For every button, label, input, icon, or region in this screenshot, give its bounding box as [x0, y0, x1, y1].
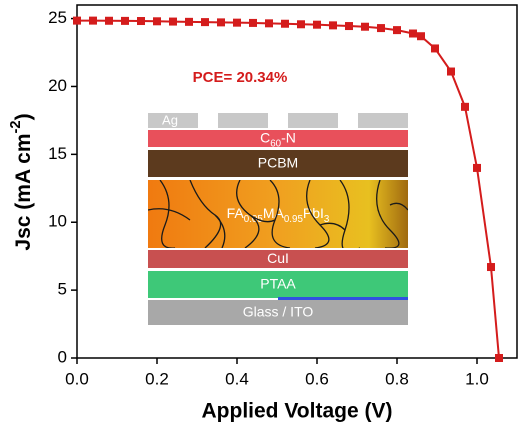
- marker: [233, 18, 241, 27]
- electrode: [148, 113, 198, 128]
- marker: [487, 263, 495, 272]
- plot-frame: [76, 4, 518, 359]
- layer: [148, 130, 408, 147]
- text-part: C: [260, 129, 270, 145]
- text-part: PbI: [303, 205, 324, 221]
- marker: [417, 32, 425, 41]
- device-inset: Ag C60-N PCBM FA0.05MA0.95PbI3 CuI PTAA Glass …: [148, 112, 408, 325]
- y-tick-label: 5: [58, 280, 67, 299]
- annotation: PCE= 20.34%: [193, 69, 288, 86]
- marker: [345, 22, 353, 31]
- x-tick-label: 0.8: [385, 369, 409, 388]
- marker: [153, 17, 161, 26]
- layer-label: C60-N: [260, 129, 296, 149]
- x-tick-label: 1.0: [465, 369, 489, 388]
- grain-boundaries: [148, 180, 408, 248]
- marker: [105, 16, 113, 25]
- layer-label: PTAA: [260, 275, 296, 291]
- marker: [377, 24, 385, 33]
- y-tick-label: 25: [48, 8, 67, 27]
- marker: [121, 16, 129, 25]
- layer-label: FA0.05MA0.95PbI3: [227, 205, 330, 225]
- marker: [329, 21, 337, 30]
- marker: [265, 19, 273, 28]
- marker: [137, 17, 145, 26]
- marker: [461, 102, 469, 111]
- marker: [473, 163, 481, 172]
- marker: [73, 16, 81, 25]
- layer-label: CuI: [267, 250, 289, 266]
- marker: [185, 17, 193, 26]
- text-part: 0.05: [244, 214, 264, 225]
- marker: [361, 22, 369, 31]
- layer: [148, 150, 408, 177]
- marker: [169, 17, 177, 26]
- text-part: -N: [281, 129, 296, 145]
- layer-label: Glass / ITO: [243, 303, 314, 319]
- electrode: [218, 113, 268, 128]
- marker: [217, 18, 225, 27]
- marker: [447, 67, 455, 76]
- text-part: Glass / ITO: [243, 303, 314, 319]
- marker: [201, 18, 209, 27]
- marker: [297, 20, 305, 29]
- layer: [148, 250, 408, 268]
- x-axis-title: Applied Voltage (V): [202, 400, 393, 423]
- electrode-label: Ag: [162, 112, 178, 127]
- x-tick-label: 0.2: [145, 369, 169, 388]
- marker: [393, 26, 401, 35]
- x-tick-label: 0.0: [65, 369, 89, 388]
- text-part: Jsc (mA cm: [12, 133, 35, 250]
- y-tick-label: 20: [48, 76, 67, 95]
- x-tick-label: 0.4: [225, 369, 249, 388]
- x-tick-label: 0.6: [305, 369, 329, 388]
- text-part: 60: [270, 139, 281, 150]
- marker: [495, 354, 503, 362]
- layer: [148, 180, 408, 248]
- electrode: [288, 113, 338, 128]
- ito: [278, 297, 408, 300]
- y-axis-title: Jsc (mA cm-2): [8, 113, 35, 250]
- text-part: PCBM: [258, 154, 298, 170]
- text-part: ): [12, 113, 35, 120]
- electrode: [358, 113, 408, 128]
- text-part: MA: [263, 205, 285, 221]
- y-tick-label: 15: [48, 144, 67, 163]
- y-tick-label: 10: [48, 212, 67, 231]
- marker: [409, 29, 417, 38]
- marker: [281, 19, 289, 28]
- text-part: 3: [324, 214, 330, 225]
- marker: [313, 20, 321, 29]
- text-part: -2: [8, 120, 24, 133]
- layer: [148, 271, 408, 298]
- text-part: FA: [227, 205, 245, 221]
- marker: [431, 44, 439, 53]
- text-part: CuI: [267, 250, 289, 266]
- marker: [249, 18, 257, 27]
- y-tick-label: 0: [58, 347, 67, 366]
- layer-label: PCBM: [258, 154, 298, 170]
- layer: [148, 300, 408, 325]
- text-part: 0.95: [284, 214, 304, 225]
- marker: [89, 16, 97, 25]
- text-part: PTAA: [260, 275, 296, 291]
